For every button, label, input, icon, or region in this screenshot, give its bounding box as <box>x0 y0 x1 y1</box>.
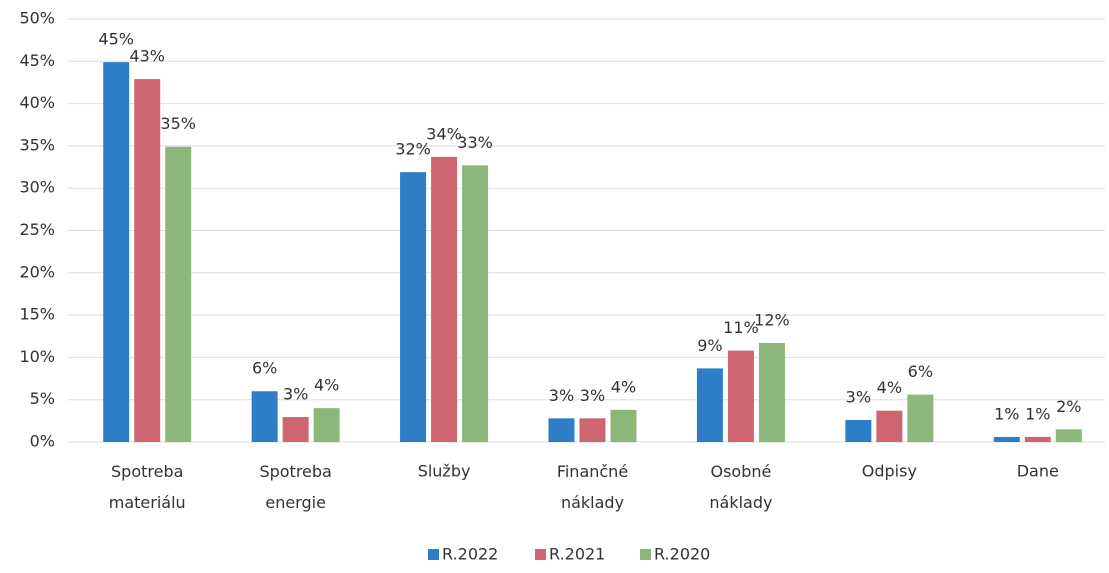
x-tick-label: Spotreba energie <box>259 462 331 512</box>
x-tick-label: Odpisy <box>862 462 917 481</box>
y-tick-label: 40% <box>19 93 55 112</box>
bar <box>282 417 309 442</box>
data-label: 12% <box>754 311 790 330</box>
data-label: 4% <box>314 376 339 395</box>
y-tick-label: 35% <box>19 135 55 154</box>
y-tick-label: 0% <box>30 432 55 451</box>
data-label: 4% <box>611 377 636 396</box>
data-label: 3% <box>283 385 308 404</box>
bar <box>876 410 903 442</box>
legend-label: R.2021 <box>549 545 605 564</box>
bar <box>579 418 606 442</box>
x-tick-label: Spotreba materiálu <box>109 462 186 512</box>
data-label: 45% <box>98 30 134 49</box>
bar <box>431 156 458 442</box>
legend-swatch <box>535 549 546 560</box>
bar <box>400 172 427 442</box>
data-label: 6% <box>252 359 277 378</box>
legend-label: R.2020 <box>654 545 710 564</box>
data-label: 1% <box>1025 404 1050 423</box>
data-label: 9% <box>697 336 722 355</box>
data-label: 3% <box>549 386 574 405</box>
bar <box>696 368 723 442</box>
bar <box>610 409 637 442</box>
bar <box>727 350 754 442</box>
legend-label: R.2022 <box>442 545 498 564</box>
bar <box>845 420 872 442</box>
data-label: 3% <box>846 388 871 407</box>
legend-swatch <box>640 549 651 560</box>
bar <box>165 146 192 442</box>
data-label: 11% <box>723 318 759 337</box>
y-tick-label: 5% <box>30 389 55 408</box>
data-label: 6% <box>908 362 933 381</box>
data-label: 2% <box>1056 397 1081 416</box>
data-label: 33% <box>457 133 493 152</box>
bar <box>548 418 575 442</box>
bar <box>993 436 1020 442</box>
bar <box>758 343 785 442</box>
data-label: 32% <box>395 140 431 159</box>
data-label: 4% <box>877 378 902 397</box>
bar <box>251 391 278 442</box>
y-tick-label: 15% <box>19 305 55 324</box>
bar <box>462 165 489 442</box>
y-tick-label: 10% <box>19 347 55 366</box>
data-label: 1% <box>994 404 1019 423</box>
data-label: 43% <box>129 47 165 66</box>
data-label: 35% <box>160 114 196 133</box>
y-tick-label: 20% <box>19 262 55 281</box>
bar <box>313 408 340 442</box>
data-label: 3% <box>580 386 605 405</box>
x-tick-label: Služby <box>418 462 471 481</box>
y-tick-label: 50% <box>19 9 55 28</box>
bar <box>1024 436 1051 442</box>
data-label: 34% <box>426 124 462 143</box>
bar <box>103 62 130 443</box>
legend-swatch <box>428 549 439 560</box>
bar <box>1055 429 1082 442</box>
bar <box>134 79 161 442</box>
y-tick-label: 25% <box>19 220 55 239</box>
y-tick-label: 45% <box>19 51 55 70</box>
bar <box>907 394 934 442</box>
y-tick-label: 30% <box>19 178 55 197</box>
x-tick-label: Osobné náklady <box>709 462 772 512</box>
x-tick-label: Finančné náklady <box>557 462 628 512</box>
x-tick-label: Dane <box>1017 462 1059 481</box>
